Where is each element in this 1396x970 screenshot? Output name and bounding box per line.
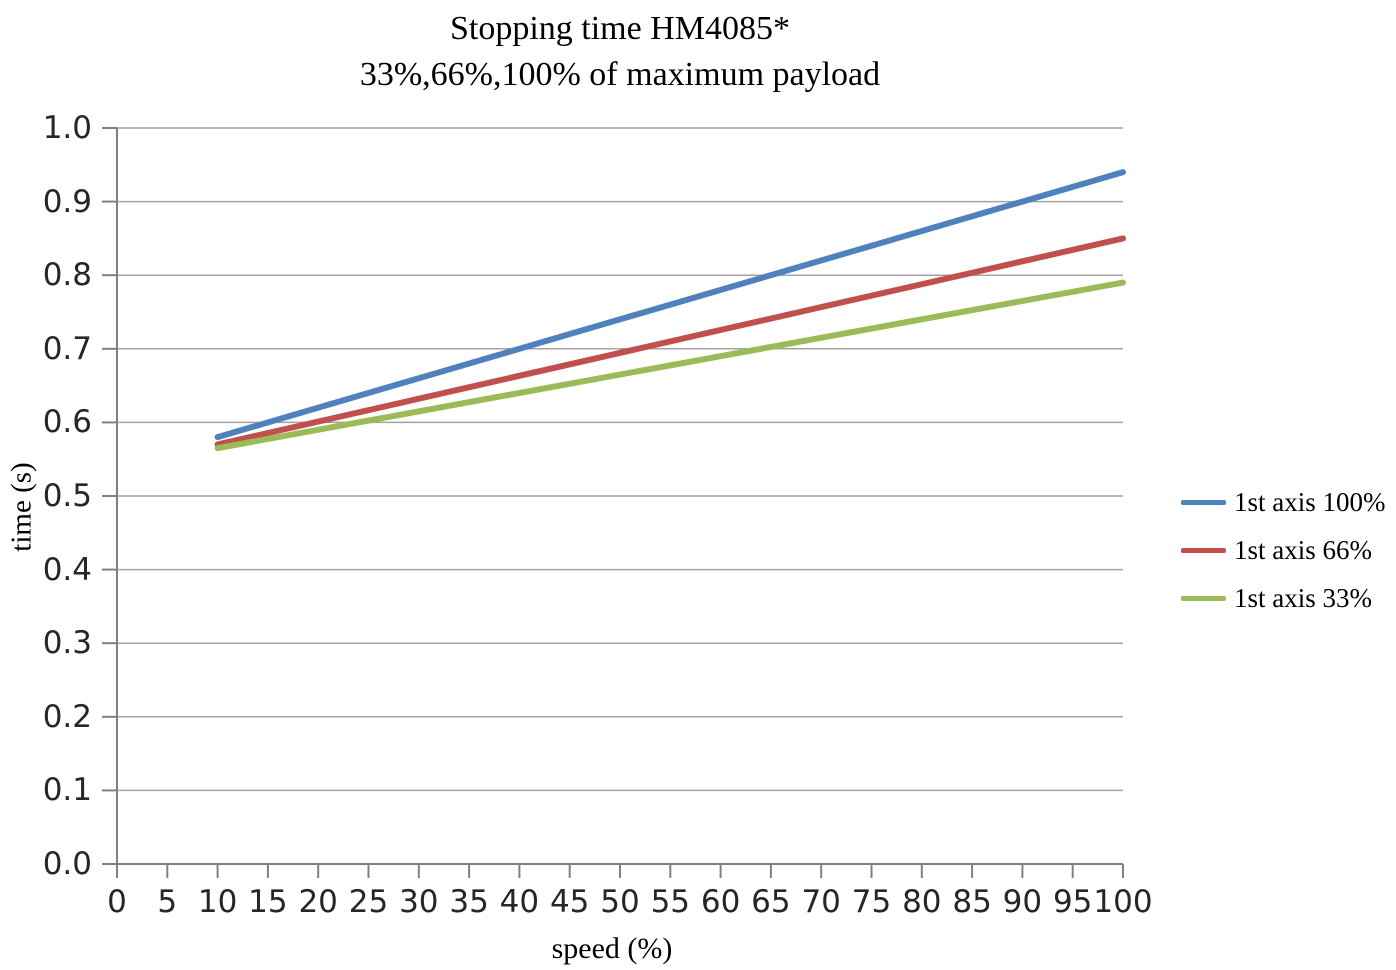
legend-line-swatch-blue — [1181, 499, 1226, 505]
y-tick-label-1.0: 1.0 — [42, 110, 92, 146]
y-tick-label-0.4: 0.4 — [42, 551, 92, 588]
x-tick-label-80: 80 — [902, 884, 942, 920]
series-line-1st-axis-100- — [214, 169, 1126, 441]
x-tick-label-40: 40 — [499, 884, 540, 920]
y-axis-title: time (s) — [5, 462, 38, 552]
legend-label: 1st axis 100% — [1234, 486, 1386, 517]
x-tick-label-95: 95 — [1052, 884, 1093, 920]
x-tick-label-25: 25 — [348, 884, 389, 920]
legend-item-33: 1st axis 33% — [1181, 574, 1386, 622]
y-tick-label-0.8: 0.8 — [42, 257, 92, 294]
chart-subtitle: 33%,66%,100% of maximum payload — [359, 56, 881, 93]
x-axis-title: speed (%) — [551, 932, 673, 965]
chart-title: Stopping time HM4085* — [449, 10, 791, 47]
x-tick-label-35: 35 — [449, 884, 489, 920]
legend: 1st axis 100% 1st axis 66% 1st axis 33% — [1181, 478, 1386, 622]
x-tick-label-100: 100 — [1093, 884, 1153, 920]
y-tick-label-0.2: 0.2 — [42, 698, 92, 735]
x-tick-label-50: 50 — [600, 884, 640, 920]
x-tick-label-75: 75 — [851, 884, 892, 920]
x-tick-label-20: 20 — [298, 884, 338, 920]
x-tick-label-60: 60 — [700, 884, 741, 920]
series-line-1st-axis-66- — [214, 235, 1126, 448]
chart-title-block: Stopping time HM4085* 33%,66%,100% of ma… — [0, 6, 1240, 98]
x-tick-label-90: 90 — [1002, 884, 1043, 920]
y-tick-label-0.9: 0.9 — [42, 183, 92, 220]
x-tick-label-55: 55 — [650, 884, 691, 920]
x-tick-label-70: 70 — [801, 884, 841, 920]
x-tick-label-10: 10 — [197, 884, 238, 920]
x-tick-label-15: 15 — [248, 884, 288, 920]
x-tick-label-45: 45 — [549, 884, 590, 920]
series-line-1st-axis-33- — [214, 279, 1126, 452]
legend-label: 1st axis 33% — [1234, 582, 1372, 613]
y-tick-label-0.3: 0.3 — [42, 625, 92, 662]
y-tick-label-0.7: 0.7 — [42, 330, 92, 367]
legend-label: 1st axis 66% — [1234, 534, 1372, 565]
y-tick-label-0.1: 0.1 — [42, 772, 92, 809]
legend-item-66: 1st axis 66% — [1181, 526, 1386, 574]
x-tick-label-85: 85 — [952, 884, 992, 920]
legend-line-swatch-green — [1181, 595, 1226, 601]
y-tick-label-0.0: 0.0 — [42, 846, 92, 882]
y-tick-label-0.5: 0.5 — [42, 478, 92, 514]
x-tick-label-5: 5 — [157, 884, 178, 920]
legend-line-swatch-red — [1181, 547, 1226, 553]
x-tick-label-65: 65 — [751, 884, 791, 920]
x-tick-label-30: 30 — [399, 884, 439, 920]
legend-item-100: 1st axis 100% — [1181, 478, 1386, 526]
y-tick-label-0.6: 0.6 — [42, 404, 92, 441]
x-tick-label-0: 0 — [107, 884, 127, 920]
